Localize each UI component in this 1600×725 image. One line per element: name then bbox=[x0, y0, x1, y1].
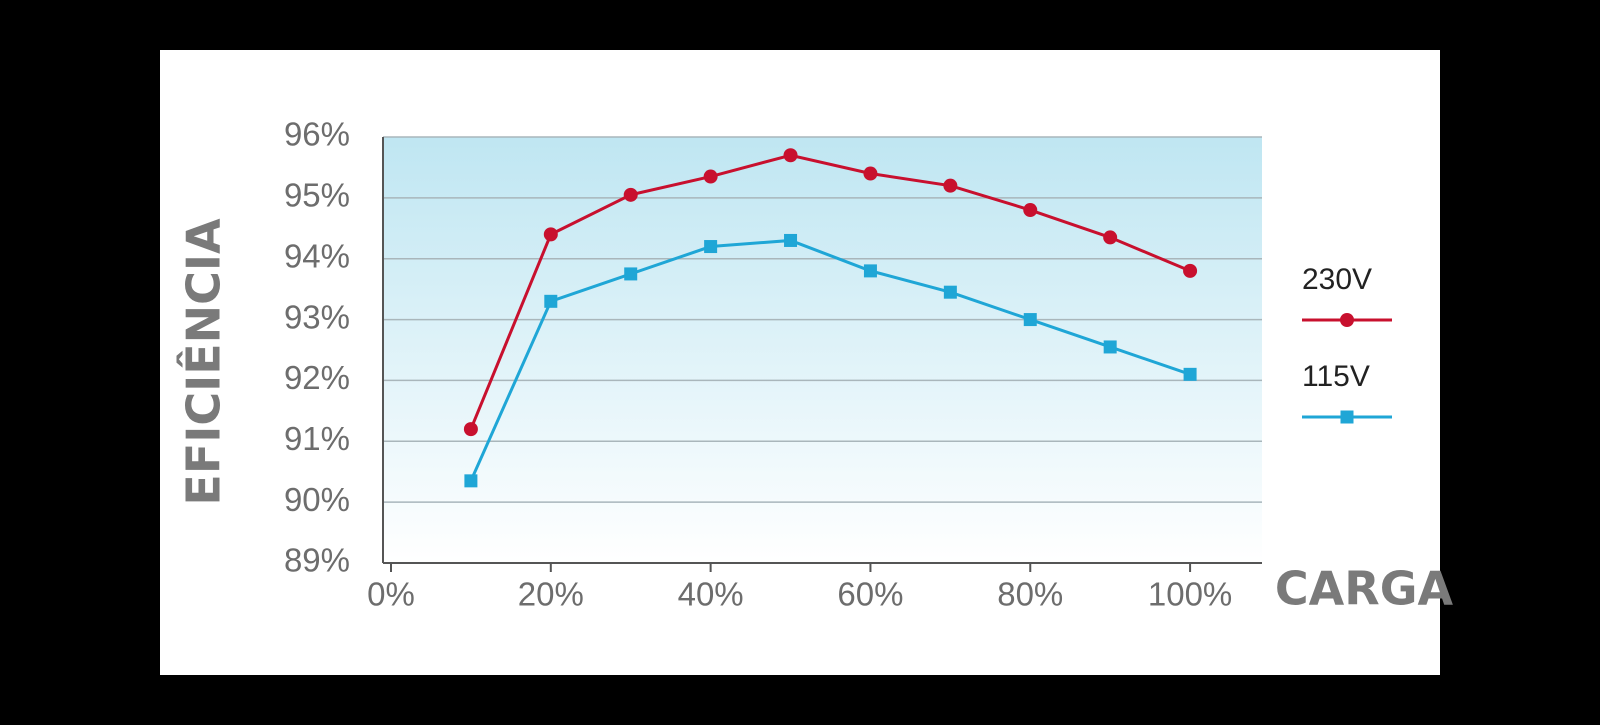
marker bbox=[943, 285, 957, 299]
marker bbox=[463, 422, 478, 437]
x-tick-label: 100% bbox=[1148, 576, 1232, 613]
marker bbox=[544, 294, 558, 308]
marker bbox=[1103, 340, 1117, 354]
marker bbox=[624, 267, 638, 281]
y-tick-label: 93% bbox=[284, 298, 350, 335]
marker bbox=[543, 227, 558, 242]
marker bbox=[623, 187, 638, 202]
marker bbox=[1183, 367, 1197, 381]
y-tick-label: 96% bbox=[284, 116, 350, 153]
series-line bbox=[469, 153, 1191, 430]
series-line bbox=[469, 238, 1191, 482]
y-tick-label: 89% bbox=[284, 542, 350, 579]
legend-marker bbox=[1340, 410, 1354, 424]
x-tick-label: 20% bbox=[518, 576, 584, 613]
marker bbox=[784, 233, 798, 247]
marker bbox=[863, 264, 877, 278]
x-tick-label: 60% bbox=[837, 576, 903, 613]
marker bbox=[1023, 313, 1037, 327]
marker bbox=[783, 148, 798, 163]
marker bbox=[943, 178, 958, 193]
y-tick-label: 94% bbox=[284, 237, 350, 274]
plot-area bbox=[383, 137, 1262, 563]
marker bbox=[1023, 203, 1038, 218]
marker bbox=[464, 474, 478, 488]
y-tick-label: 92% bbox=[284, 359, 350, 396]
marker bbox=[703, 169, 718, 184]
marker bbox=[1103, 230, 1118, 245]
legend-label: 230V bbox=[1302, 263, 1372, 296]
marker bbox=[1183, 263, 1198, 278]
x-tick-label: 40% bbox=[678, 576, 744, 613]
marker bbox=[704, 240, 718, 254]
legend-label: 115V bbox=[1302, 360, 1370, 393]
x-axis-title: CARGA bbox=[1275, 562, 1454, 616]
legend-marker bbox=[1340, 313, 1354, 327]
y-axis-title: EFICIÊNCIA bbox=[177, 218, 231, 506]
x-tick-label: 0% bbox=[367, 576, 415, 613]
x-tick-label: 80% bbox=[997, 576, 1063, 613]
y-tick-label: 90% bbox=[284, 481, 350, 518]
y-tick-label: 91% bbox=[284, 420, 350, 457]
y-tick-label: 95% bbox=[284, 177, 350, 214]
marker bbox=[863, 166, 878, 181]
